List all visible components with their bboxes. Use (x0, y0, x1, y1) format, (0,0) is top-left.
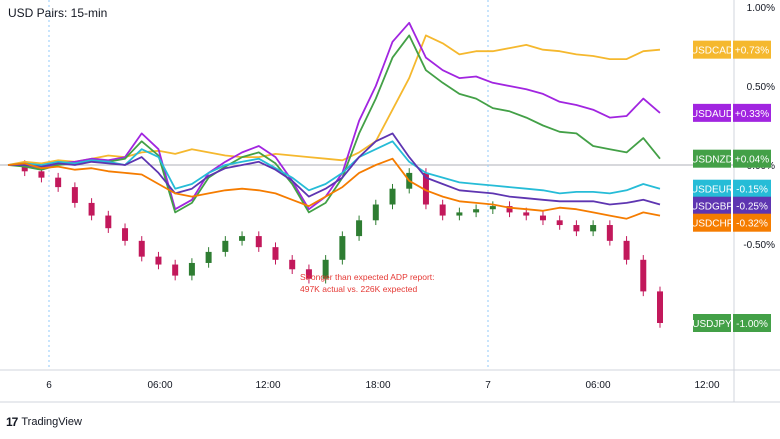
badge-value: -0.32% (736, 219, 768, 230)
y-tick-label: -0.50% (743, 240, 775, 251)
candle-body (606, 225, 613, 241)
candle-body (21, 165, 28, 172)
candle-body (272, 247, 279, 260)
badge-value: +0.04% (735, 155, 769, 166)
series-line-usdaud (8, 21, 661, 211)
y-tick-label: 1.00% (747, 3, 775, 14)
badge-name: USDAUD (691, 109, 733, 120)
x-tick-label: 12:00 (694, 380, 719, 391)
badge-usdjpy: USDJPY -1.00% (692, 314, 771, 332)
x-tick-label: 06:00 (585, 380, 610, 391)
badge-value-bg (733, 314, 771, 332)
candle-body (289, 259, 296, 270)
badge-usdaud: USDAUD +0.33% (691, 103, 771, 122)
candle-body (640, 259, 647, 292)
x-tick-label: 06:00 (147, 380, 172, 391)
badge-value: +0.33% (735, 109, 769, 120)
candle-layer (21, 160, 663, 328)
candle-body (523, 212, 530, 216)
candle-body (172, 264, 179, 276)
candle-body (305, 269, 312, 279)
badge-value-bg (733, 40, 771, 59)
candle-body (356, 220, 363, 237)
badge-name: USDCAD (691, 46, 733, 57)
badge-layer: USDCAD +0.73% USDAUD +0.33% USDNZD +0.04% USDE… (691, 40, 771, 332)
badge-usdnzd: USDNZD +0.04% (691, 149, 771, 168)
y-tick-label: 0.50% (747, 82, 775, 93)
badge-value-bg (733, 196, 771, 215)
grid-layer (0, 0, 734, 370)
badge-value: -1.00% (736, 319, 768, 330)
series-line-usdgbp (8, 132, 661, 206)
badge-usdcad: USDCAD +0.73% (691, 40, 771, 59)
candle-body (255, 236, 262, 248)
candle-body (55, 177, 62, 188)
x-tick-label: 18:00 (365, 380, 390, 391)
candle-body (155, 256, 162, 265)
badge-name: USDNZD (691, 155, 733, 166)
annotation-line-1: Stronger than expected ADP report: (300, 272, 435, 282)
candle-body (188, 262, 195, 276)
badge-name: USDEUR (691, 185, 733, 196)
badge-name-bg (693, 196, 731, 215)
annotation-line-2: 497K actual vs. 226K expected (300, 284, 417, 294)
badge-name-bg (693, 40, 731, 59)
candle-body (222, 240, 229, 252)
badge-usdeur: USDEUR -0.15% (691, 179, 771, 198)
line-layer (7, 21, 661, 220)
series-line-usdcad (7, 34, 661, 166)
candle-body (556, 220, 563, 226)
candle-body (372, 204, 379, 221)
candle-body (590, 225, 597, 232)
badge-value-bg (733, 179, 771, 198)
candle-body (71, 187, 78, 203)
badge-value: -0.25% (736, 202, 768, 213)
badge-name-bg (693, 103, 731, 122)
candle-body (456, 212, 463, 216)
chart-title: USD Pairs: 15-min (8, 6, 108, 20)
candle-body (422, 172, 429, 205)
tradingview-name: TradingView (21, 416, 82, 428)
badge-value: +0.73% (735, 46, 769, 57)
candle-body (506, 206, 513, 213)
badge-name: USDGBP (691, 202, 734, 213)
x-tick-label: 7 (485, 380, 491, 391)
candle-body (88, 202, 95, 216)
x-tick-label: 12:00 (255, 380, 280, 391)
candle-body (105, 215, 112, 229)
badge-name: USDCHF (691, 219, 733, 230)
candle-body (623, 240, 630, 260)
candle-body (389, 188, 396, 205)
badge-usdchf: USDCHF -0.32% (691, 213, 771, 232)
candle-body (339, 236, 346, 260)
candle-body (322, 259, 329, 279)
badge-name-bg (693, 179, 731, 198)
candle-body (38, 171, 45, 178)
candle-body (138, 240, 145, 257)
badge-value: -0.15% (736, 185, 768, 196)
x-tick-label: 6 (46, 380, 52, 391)
series-line-usdnzd (7, 34, 661, 214)
badge-value-bg (733, 103, 771, 122)
series-line-usdchf (7, 157, 661, 220)
candle-body (239, 236, 246, 241)
badge-name-bg (693, 213, 731, 232)
badge-value-bg (733, 149, 771, 168)
tradingview-brand[interactable]: 17 TradingView (6, 415, 82, 429)
badge-name-bg (693, 314, 731, 332)
candle-body (122, 228, 129, 241)
badge-name: USDJPY (692, 319, 732, 330)
badge-value-bg (733, 213, 771, 232)
candle-body (539, 215, 546, 221)
candle-body (205, 251, 212, 263)
candle-body (439, 204, 446, 216)
badge-usdgbp: USDGBP -0.25% (691, 196, 771, 215)
candle-body (573, 225, 580, 232)
badge-name-bg (693, 149, 731, 168)
candle-body (473, 209, 480, 213)
candle-body (657, 291, 663, 323)
tradingview-logo: 17 (6, 415, 18, 429)
candle-body (489, 206, 496, 210)
